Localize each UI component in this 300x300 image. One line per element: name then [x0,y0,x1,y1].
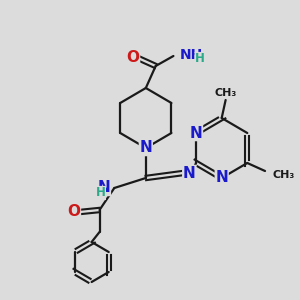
Text: O: O [68,205,80,220]
Text: NH: NH [179,48,203,62]
Text: H: H [96,187,105,200]
Text: N: N [140,140,152,155]
Text: CH₃: CH₃ [214,88,237,98]
Text: N: N [215,170,228,185]
Text: O: O [127,50,140,65]
Text: H: H [195,52,205,65]
Text: N: N [190,125,202,140]
Text: CH₃: CH₃ [273,170,295,180]
Text: N: N [98,181,110,196]
Text: N: N [183,166,196,181]
